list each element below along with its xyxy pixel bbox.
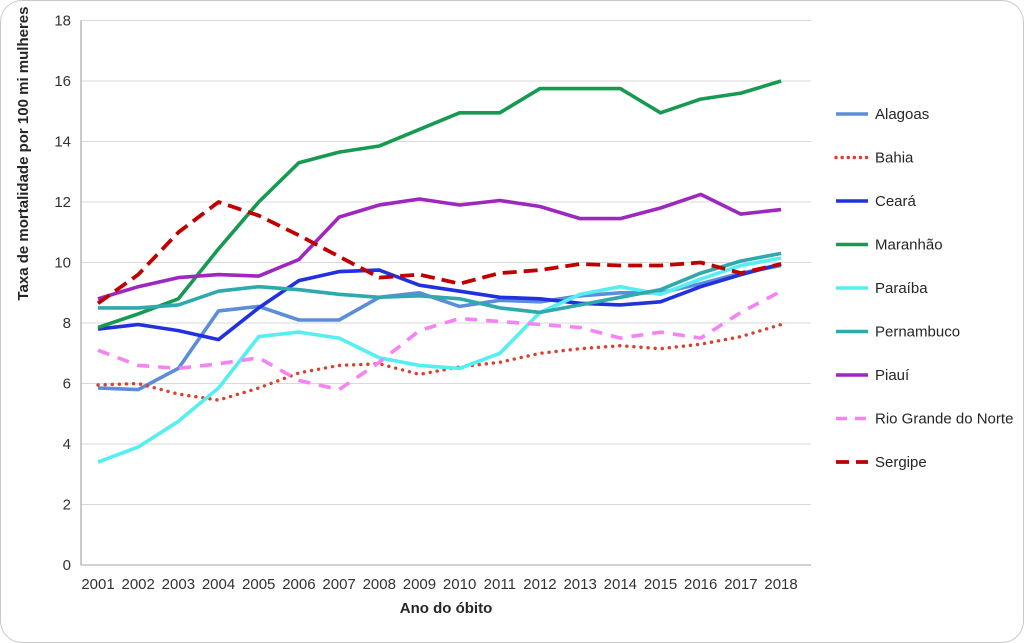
x-tick-label-2005: 2005	[242, 576, 275, 593]
series-line-maranhão	[97, 79, 782, 330]
legend-label-sergipe: Sergipe	[875, 454, 927, 471]
y-tick-label-4: 4	[63, 436, 71, 453]
x-tick-label-2009: 2009	[403, 576, 436, 593]
x-tick-label-2001: 2001	[81, 576, 114, 593]
y-tick-label-0: 0	[63, 557, 71, 574]
series-line-rio-grande-do-norte	[97, 289, 782, 392]
y-tick-label-14: 14	[54, 134, 71, 151]
x-tick-label-2017: 2017	[724, 576, 757, 593]
legend-label-pernambuco: Pernambuco	[875, 324, 960, 341]
series-line-paraíba	[97, 256, 782, 464]
x-tick-label-2006: 2006	[282, 576, 315, 593]
legend-label-piauí: Piauí	[875, 367, 910, 384]
x-tick-label-2016: 2016	[684, 576, 717, 593]
series-line-ceará	[97, 262, 782, 342]
x-tick-label-2008: 2008	[363, 576, 396, 593]
y-tick-label-6: 6	[63, 376, 71, 393]
x-tick-label-2013: 2013	[563, 576, 596, 593]
legend-label-alagoas: Alagoas	[875, 106, 929, 123]
legend-label-maranhão: Maranhão	[875, 237, 943, 254]
series-line-pernambuco	[98, 251, 782, 315]
x-tick-label-2018: 2018	[764, 576, 797, 593]
legend-label-ceará: Ceará	[875, 193, 917, 210]
x-tick-label-2012: 2012	[523, 576, 556, 593]
x-tick-label-2002: 2002	[121, 576, 154, 593]
x-axis-title: Ano do óbito	[399, 600, 493, 617]
x-tick-label-2015: 2015	[644, 576, 677, 593]
legend-label-bahia: Bahia	[875, 150, 914, 167]
x-tick-label-2007: 2007	[322, 576, 355, 593]
y-tick-label-16: 16	[54, 73, 71, 90]
x-tick-label-2010: 2010	[443, 576, 476, 593]
x-tick-label-2011: 2011	[484, 576, 516, 593]
x-tick-label-2003: 2003	[162, 576, 195, 593]
y-tick-label-10: 10	[54, 255, 71, 272]
y-tick-label-12: 12	[54, 194, 71, 211]
y-axis-title: Taxa de mortalidade por 100 mi mulheres	[15, 6, 32, 301]
legend-label-paraíba: Paraíba	[875, 280, 928, 297]
y-tick-label-18: 18	[54, 13, 71, 30]
y-tick-label-2: 2	[63, 497, 71, 514]
x-tick-label-2004: 2004	[202, 576, 235, 593]
series-line-sergipe	[96, 200, 782, 305]
y-tick-label-8: 8	[63, 315, 71, 332]
series-line-piauí	[97, 192, 782, 301]
legend-label-rio-grande-do-norte: Rio Grande do Norte	[875, 411, 1013, 428]
x-tick-label-2014: 2014	[604, 576, 637, 593]
